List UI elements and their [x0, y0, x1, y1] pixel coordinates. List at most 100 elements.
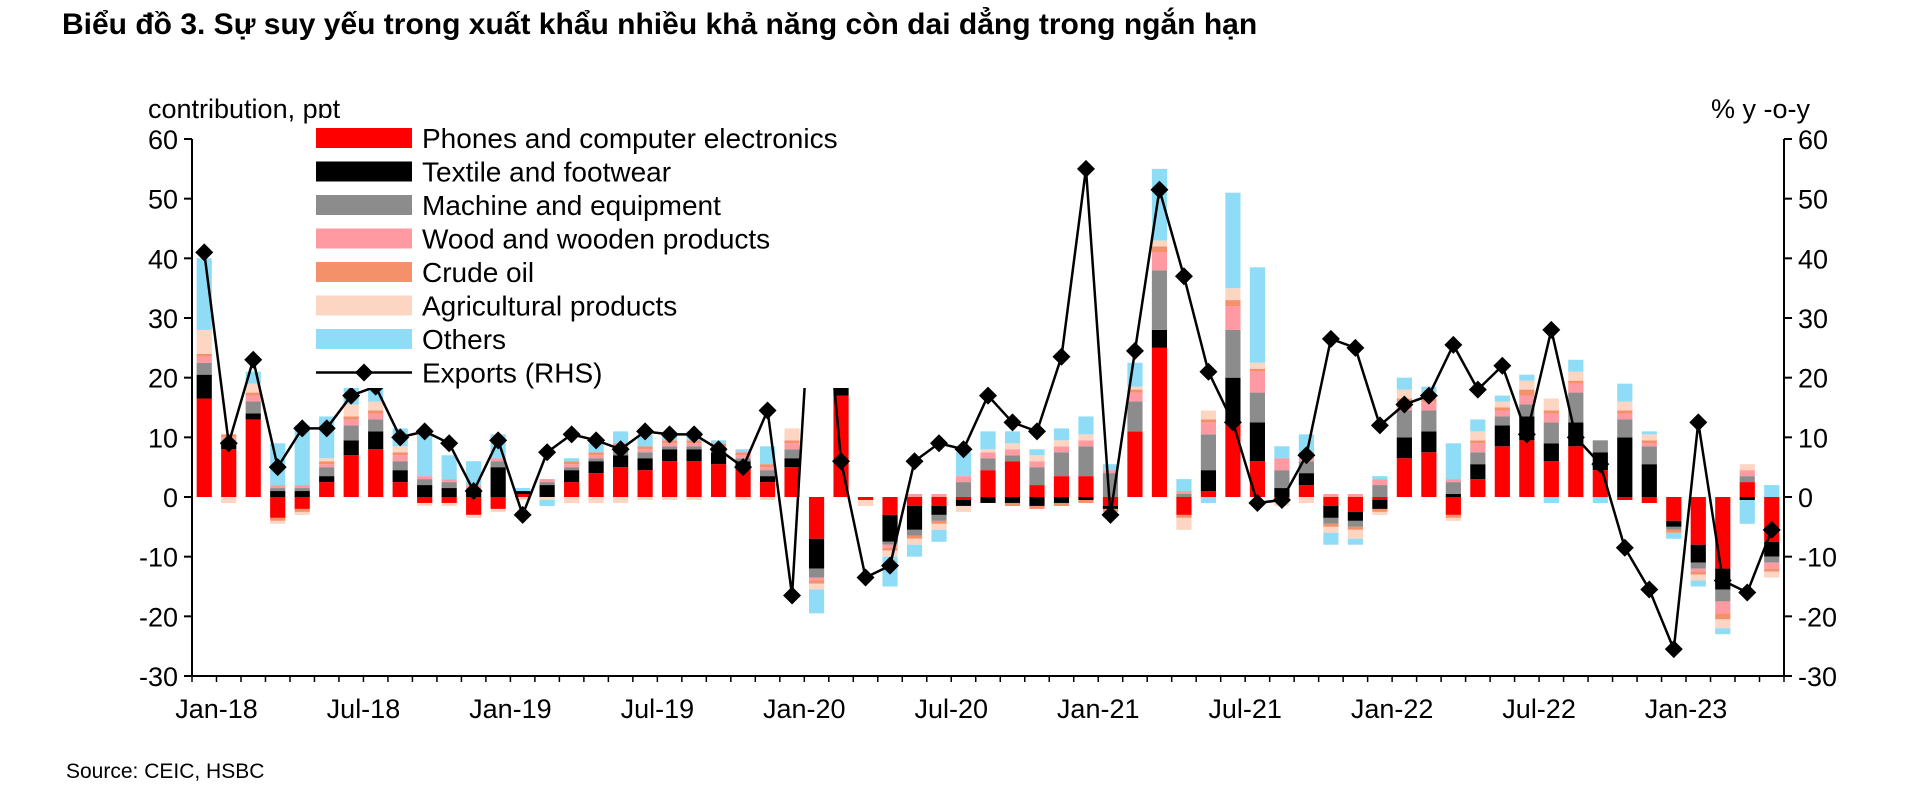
exports-point	[489, 431, 508, 450]
bar-segment	[1372, 479, 1388, 486]
bar-segment	[1568, 371, 1584, 381]
bar-segment	[735, 452, 751, 456]
bar-segment	[784, 443, 800, 450]
bar-segment	[588, 452, 604, 456]
left-y-tick-label: 60	[148, 125, 178, 155]
bar-segment	[808, 589, 825, 614]
bar-segment	[1690, 580, 1706, 587]
bar-segment	[392, 446, 408, 453]
bar-segment	[1127, 392, 1143, 402]
bar-segment	[613, 467, 629, 497]
legend-swatch	[316, 329, 412, 349]
exports-point	[513, 505, 532, 524]
exports-point	[930, 434, 949, 453]
bar-segment	[1200, 419, 1217, 423]
exports-point	[1321, 329, 1340, 348]
bar-segment	[270, 485, 286, 489]
x-tick-label: Jan-22	[1351, 694, 1434, 724]
bar-segment	[931, 523, 947, 530]
bar-segment	[1445, 443, 1461, 480]
bar-segment	[759, 470, 776, 477]
bar-segment	[1176, 517, 1192, 530]
legend-swatch	[316, 295, 412, 316]
bar-segment	[1347, 511, 1363, 521]
bar-segment	[270, 497, 286, 518]
bar-segment	[980, 449, 996, 453]
bar-segment	[1641, 446, 1657, 465]
bar-segment	[955, 482, 972, 497]
bar-segment	[662, 446, 678, 450]
bar-segment	[1617, 410, 1633, 414]
bar-segment	[980, 458, 996, 471]
bar-segment	[1323, 517, 1339, 524]
bar-segment	[1225, 300, 1241, 307]
bar-segment	[1347, 538, 1363, 545]
right-axis-label: % y -o-y	[1711, 94, 1811, 124]
bar-segment	[1494, 401, 1510, 408]
exports-point	[244, 350, 263, 369]
exports-point	[636, 422, 655, 441]
bar-segment	[808, 583, 825, 590]
bar-segment	[343, 440, 359, 456]
exports-point	[1713, 571, 1732, 590]
bar-segment	[1715, 601, 1731, 614]
x-tick-label: Jan-19	[469, 694, 552, 724]
bar-segment	[1372, 508, 1388, 512]
exports-point	[1101, 505, 1120, 524]
right-y-tick-label: -10	[1798, 543, 1837, 573]
bar-segment	[1274, 446, 1290, 459]
exports-point	[660, 425, 679, 444]
bar-segment	[294, 508, 310, 512]
bar-segment	[539, 482, 555, 486]
bar-segment	[808, 538, 825, 569]
bar-segment	[392, 482, 408, 497]
bar-segment	[515, 497, 531, 500]
bar-segment	[1298, 461, 1314, 474]
bar-segment	[784, 449, 800, 459]
bar-segment	[564, 461, 580, 465]
bar-segment	[515, 494, 531, 497]
chart-title: Biểu đồ 3. Sự suy yếu trong xuất khẩu nh…	[62, 8, 1258, 41]
bar-segment	[613, 497, 629, 503]
bar-segment	[955, 476, 972, 483]
bar-segment	[1004, 449, 1021, 456]
bar-segment	[931, 529, 947, 542]
bar-segment	[1176, 494, 1192, 497]
bar-segment	[662, 443, 678, 447]
bar-segment	[588, 458, 604, 462]
bar-segment	[1249, 422, 1266, 462]
bar-segment	[417, 479, 433, 486]
bar-segment	[1396, 377, 1412, 390]
bar-segment	[1470, 440, 1486, 444]
bar-segment	[1004, 455, 1021, 462]
bar-segment	[1739, 499, 1755, 524]
bar-segment	[1323, 523, 1339, 527]
bar-segment	[1445, 482, 1461, 495]
bar-segment	[1617, 437, 1633, 497]
bar-segment	[1004, 461, 1021, 497]
bar-segment	[1372, 476, 1388, 480]
bar-segment	[319, 476, 335, 483]
bar-segment	[931, 505, 947, 515]
bar-segment	[441, 455, 457, 480]
bar-segment	[368, 401, 384, 411]
bar-segment	[1249, 267, 1266, 363]
bar-segment	[564, 470, 580, 483]
bar-segment	[1568, 380, 1584, 384]
exports-point	[905, 452, 924, 471]
bar-segment	[1323, 532, 1339, 545]
bar-segment	[1347, 520, 1363, 527]
bar-segment	[319, 461, 335, 465]
bar-segment	[539, 485, 555, 497]
bar-segment	[955, 505, 972, 512]
bar-segment	[1298, 473, 1314, 486]
bar-segment	[1127, 401, 1143, 432]
right-y-tick-label: 30	[1798, 304, 1828, 334]
bar-segment	[1004, 497, 1021, 503]
bar-segment	[1200, 434, 1217, 471]
bar-segment	[1053, 497, 1070, 503]
bar-segment	[1739, 464, 1755, 471]
x-tick-label: Jan-21	[1057, 694, 1140, 724]
bar-segment	[1127, 389, 1143, 393]
bar-segment	[1666, 497, 1682, 521]
